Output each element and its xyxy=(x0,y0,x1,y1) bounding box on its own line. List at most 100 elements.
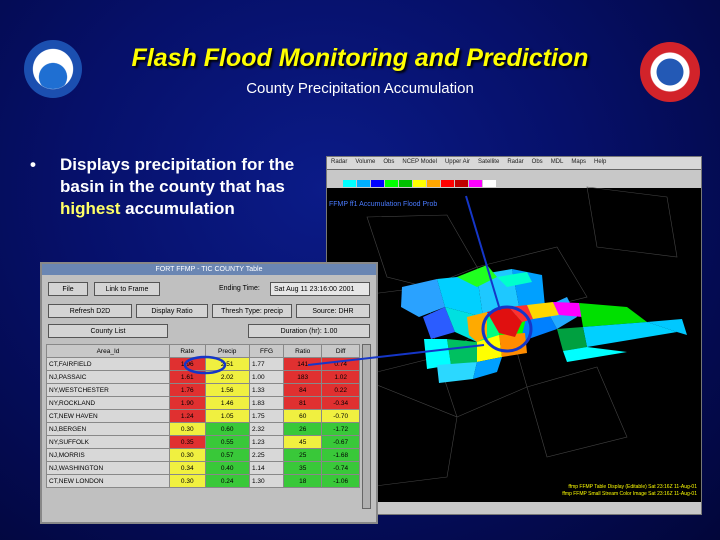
table-scrollbar[interactable] xyxy=(362,344,371,509)
color-swatch xyxy=(455,180,468,187)
table-row[interactable]: CT,NEW LONDON 0.30 0.24 1.30 18 -1.06 xyxy=(46,474,360,488)
nws-logo-emblem xyxy=(653,55,687,89)
ending-time-label: Ending Time: xyxy=(216,282,268,296)
column-header[interactable]: Diff xyxy=(321,344,360,358)
color-swatch xyxy=(483,180,496,187)
color-swatch xyxy=(371,180,384,187)
slide-subtitle: County Precipitation Accumulation xyxy=(246,80,474,97)
county-list-button[interactable]: County List xyxy=(48,324,168,338)
color-swatch xyxy=(399,180,412,187)
table-cell-area: NJ,MORRIS xyxy=(46,448,170,462)
table-cell-area: NY,WESTCHESTER xyxy=(46,383,170,397)
duration-button[interactable]: Duration (hr): 1.00 xyxy=(248,324,370,338)
county-table: Area_Id Rate Precip FFG Ratio Diff CT,FAIRFIE… xyxy=(46,344,360,488)
file-button[interactable]: File xyxy=(48,282,88,296)
table-row[interactable]: NJ,MORRIS 0.30 0.57 2.25 25 -1.68 xyxy=(46,448,360,462)
table-cell-rate: 1.96 xyxy=(168,357,206,371)
column-header[interactable]: Ratio xyxy=(283,344,323,358)
table-row[interactable]: NJ,PASSAIC 1.61 2.02 1.00 183 1.02 xyxy=(46,370,360,384)
table-body: CT,FAIRFIELD 1.96 2.51 1.77 141 0.74 NJ,PASSAI… xyxy=(46,357,360,488)
map-caption: FFMP ff1 Accumulation Flood Prob xyxy=(329,201,438,208)
map-footer: ffmp FFMP Table Display (Editable) Sat 2… xyxy=(562,484,697,498)
table-cell-area: CT,NEW LONDON xyxy=(46,474,170,488)
table-cell-ffg: 1.00 xyxy=(248,370,285,384)
table-cell-ratio: 45 xyxy=(283,435,323,449)
map-statusbar xyxy=(327,502,701,514)
color-swatch xyxy=(357,180,370,187)
connector-line-table xyxy=(307,344,485,366)
table-cell-precip: 0.24 xyxy=(204,474,250,488)
table-cell-ffg: 1.33 xyxy=(248,383,285,397)
map-menu-item[interactable]: NCEP Model xyxy=(402,159,437,165)
color-swatch xyxy=(385,180,398,187)
color-swatch xyxy=(413,180,426,187)
map-menu-item[interactable]: Obs xyxy=(383,159,395,165)
noaa-logo xyxy=(24,40,82,98)
bullet-text-end: accumulation xyxy=(120,199,235,218)
map-footer-line: ffmp FFMP Small Stream Color Image Sat 2… xyxy=(562,491,697,497)
county-map[interactable] xyxy=(327,157,701,514)
table-cell-diff: -1.68 xyxy=(321,448,360,462)
table-row[interactable]: NJ,BERGEN 0.30 0.60 2.32 26 -1.72 xyxy=(46,422,360,436)
bullet-text-start: Displays precipitation for the basin in … xyxy=(60,155,295,196)
table-cell-precip: 1.05 xyxy=(204,409,250,423)
connector-line-caption xyxy=(465,195,501,311)
map-menu-item[interactable]: Obs xyxy=(531,159,543,165)
table-row[interactable]: CT,NEW HAVEN 1.24 1.05 1.75 60 -0.70 xyxy=(46,409,360,423)
table-cell-precip: 2.02 xyxy=(204,370,250,384)
table-cell-ratio: 183 xyxy=(283,370,323,384)
thresh-type-button[interactable]: Thresh Type: precip xyxy=(212,304,292,318)
refresh-d2d-button[interactable]: Refresh D2D xyxy=(48,304,132,318)
table-cell-precip: 0.57 xyxy=(204,448,250,462)
noaa-logo-emblem xyxy=(33,49,73,89)
slide-title: Flash Flood Monitoring and Prediction xyxy=(131,44,589,72)
map-menu-item[interactable]: Volume xyxy=(355,159,376,165)
table-cell-ffg: 2.32 xyxy=(248,422,285,436)
table-cell-ratio: 60 xyxy=(283,409,323,423)
column-header[interactable]: Precip xyxy=(204,344,250,358)
table-cell-rate: 0.30 xyxy=(168,474,206,488)
table-cell-ratio: 18 xyxy=(283,474,323,488)
table-cell-diff: -1.06 xyxy=(321,474,360,488)
table-cell-diff: -0.70 xyxy=(321,409,360,423)
color-swatch xyxy=(469,180,482,187)
source-button[interactable]: Source: DHR xyxy=(296,304,370,318)
color-swatch xyxy=(343,180,356,187)
map-window: Radar Volume Obs NCEP Model Upper Air Satelli… xyxy=(326,156,702,515)
map-menubar: Radar Volume Obs NCEP Model Upper Air Satelli… xyxy=(327,157,701,170)
map-menu-item[interactable]: Upper Air xyxy=(444,159,470,165)
ending-time-field[interactable]: Sat Aug 11 23:16:00 2001 xyxy=(270,282,370,296)
map-menu-item[interactable]: Radar xyxy=(507,159,524,165)
table-cell-ratio: 84 xyxy=(283,383,323,397)
table-cell-area: CT,NEW HAVEN xyxy=(46,409,170,423)
map-menu-item[interactable]: Maps xyxy=(571,159,587,165)
table-cell-precip: 0.40 xyxy=(204,461,250,475)
table-cell-ratio: 141 xyxy=(283,357,323,371)
table-cell-rate: 1.76 xyxy=(168,383,206,397)
table-cell-rate: 0.35 xyxy=(168,435,206,449)
table-cell-diff: -0.74 xyxy=(321,461,360,475)
table-cell-area: NY,ROCKLAND xyxy=(46,396,170,410)
table-cell-rate: 1.90 xyxy=(168,396,206,410)
link-to-frame-button[interactable]: Link to Frame xyxy=(94,282,160,296)
table-cell-precip: 1.56 xyxy=(204,383,250,397)
table-highlight-ellipse xyxy=(183,355,227,375)
table-cell-ffg: 1.83 xyxy=(248,396,285,410)
map-menu-item[interactable]: Satellite xyxy=(477,159,500,165)
table-cell-diff: -1.72 xyxy=(321,422,360,436)
table-cell-ratio: 26 xyxy=(283,422,323,436)
map-menu-item[interactable]: MDL xyxy=(550,159,564,165)
color-swatch xyxy=(427,180,440,187)
table-cell-ffg: 1.23 xyxy=(248,435,285,449)
dialog-title: FORT FFMP - TIC COUNTY Table xyxy=(42,264,376,275)
color-swatch xyxy=(441,180,454,187)
table-cell-precip: 1.46 xyxy=(204,396,250,410)
bullet-text: Displays precipitation for the basin in … xyxy=(60,154,310,220)
nws-logo xyxy=(640,42,700,102)
display-ratio-toggle[interactable]: Display Ratio xyxy=(136,304,208,318)
map-menu-item[interactable]: Radar xyxy=(331,159,348,165)
map-menu-item[interactable]: Help xyxy=(594,159,607,165)
table-cell-ffg: 1.30 xyxy=(248,474,285,488)
bullet-highlight: highest xyxy=(60,199,121,218)
table-cell-area: CT,FAIRFIELD xyxy=(46,357,170,371)
